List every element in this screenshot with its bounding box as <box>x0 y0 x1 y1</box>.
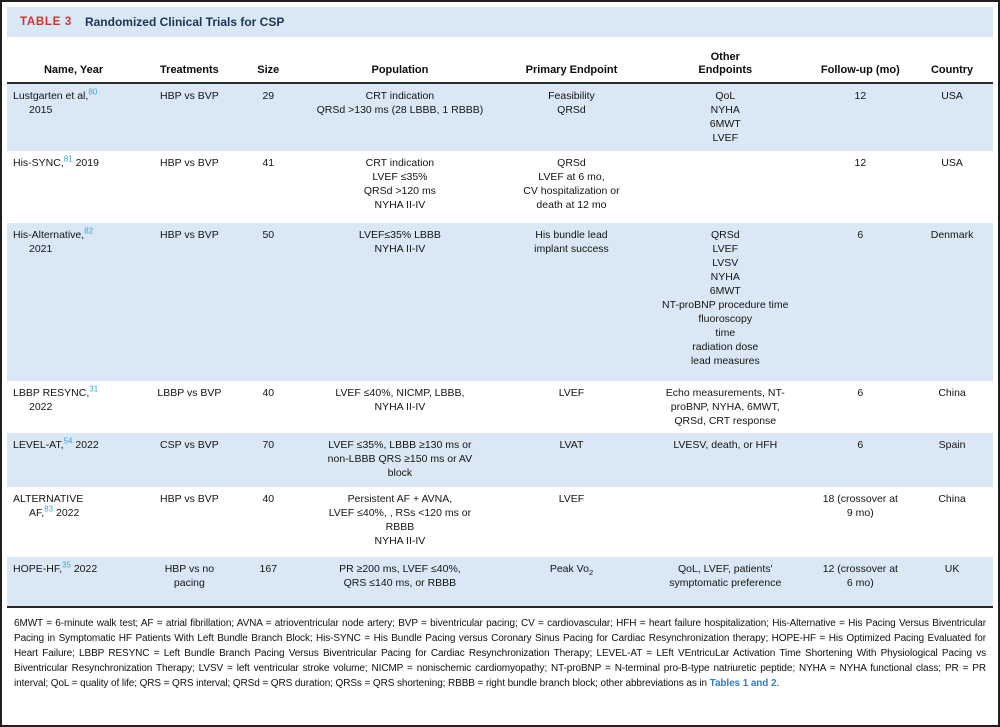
table-header: Name, Year Treatments Size Population Primar… <box>7 37 993 84</box>
cell-country: USA <box>941 90 963 102</box>
cell-country: China <box>938 387 966 399</box>
column-header-other-endpoints: Other Endpoints <box>640 37 810 84</box>
table-body: Lustgarten et al,80 2015 HBP vs BVP 29 CRT i… <box>7 83 993 606</box>
table-row: His-Alternative,82 2021 HBP vs BVP 50 LVEF≤3… <box>7 223 993 381</box>
clinical-trials-table: Name, Year Treatments Size Population Primar… <box>7 37 993 606</box>
cell-name: His-SYNC,81 2019 <box>13 154 99 169</box>
column-header-country: Country <box>911 37 993 84</box>
cell-other <box>641 487 810 557</box>
table-row: Lustgarten et al,80 2015 HBP vs BVP 29 CRT i… <box>7 83 993 151</box>
cell-followup: 12 <box>854 157 867 169</box>
footnote-text: 6MWT = 6-minute walk test; AF = atrial f… <box>14 618 986 689</box>
table-row: LBBP RESYNC,31 2022 LBBP vs BVP 40 LVEF ≤40%… <box>7 381 993 433</box>
cell-size: 70 <box>262 439 275 451</box>
cell-population: LVEF ≤35%, LBBB ≥130 ms or non-LBBB QRS ≥… <box>327 439 473 479</box>
table-title-band: TABLE 3 Randomized Clinical Trials for C… <box>7 7 993 37</box>
cell-primary: QRSd LVEF at 6 mo, CV hospitalization or de… <box>523 157 620 211</box>
column-header-treatments: Treatments <box>140 37 239 84</box>
cell-treatments: LBBP vs BVP <box>157 387 222 399</box>
cell-population: LVEF ≤40%, NICMP, LBBB, NYHA II-IV <box>335 387 465 413</box>
cell-other: Echo measurements, NT-proBNP, NYHA, 6MWT… <box>665 387 785 427</box>
table-label: TABLE 3 <box>20 16 72 28</box>
cell-followup: 6 <box>857 439 864 451</box>
cell-followup: 18 (crossover at 9 mo) <box>822 493 898 519</box>
table-row: HOPE-HF,35 2022 HBP vs no pacing 167 PR ≥200… <box>7 557 993 606</box>
footnote-tables-link[interactable]: Tables 1 and 2 <box>709 678 777 689</box>
cell-size: 40 <box>262 387 275 399</box>
cell-primary: Feasibility QRSd <box>548 90 595 116</box>
cell-treatments: HBP vs BVP <box>160 157 219 169</box>
cell-treatments: HBP vs BVP <box>160 90 219 102</box>
table-row: LEVEL-AT,54 2022 CSP vs BVP 70 LVEF ≤35%, L… <box>7 433 993 487</box>
cell-primary: LVAT <box>559 439 584 451</box>
cell-population: LVEF≤35% LBBB NYHA II-IV <box>358 229 441 255</box>
cell-treatments: HBP vs BVP <box>160 229 219 241</box>
cell-other: QoL, LVEF, patients' symptomatic preferen… <box>669 563 782 589</box>
header-row: Name, Year Treatments Size Population Primar… <box>7 37 993 84</box>
cell-name: ALTERNATIVE AF,83 2022 <box>13 493 84 519</box>
subscript: 2 <box>588 568 594 578</box>
cell-country: USA <box>941 157 963 169</box>
cell-country: UK <box>944 563 960 575</box>
column-header-name-year: Name, Year <box>7 37 141 84</box>
cell-name: HOPE-HF,35 2022 <box>13 560 98 575</box>
cell-size: 50 <box>262 229 275 241</box>
cell-other: QoL NYHA 6MWT LVEF <box>709 90 741 144</box>
citation-ref[interactable]: 80 <box>88 87 98 97</box>
cell-name: LEVEL-AT,54 2022 <box>13 436 99 451</box>
citation-ref[interactable]: 83 <box>44 504 54 514</box>
cell-other: QRSd LVEF LVSV NYHA 6MWT NT-proBNP procedure … <box>662 229 789 367</box>
footnote-period: . <box>776 678 780 689</box>
cell-name: Lustgarten et al,80 2015 <box>13 87 98 116</box>
column-header-size: Size <box>238 37 298 84</box>
cell-size: 167 <box>259 563 278 575</box>
table-row: ALTERNATIVE AF,83 2022 HBP vs BVP 40 Persist… <box>7 487 993 557</box>
column-header-population: Population <box>297 37 502 84</box>
cell-population: PR ≥200 ms, LVEF ≤40%, QRS ≤140 ms, or RB… <box>339 563 461 589</box>
cell-followup: 12 (crossover at 6 mo) <box>822 563 898 589</box>
citation-ref[interactable]: 54 <box>63 436 73 446</box>
table-footnote: 6MWT = 6-minute walk test; AF = atrial f… <box>7 606 993 691</box>
citation-ref[interactable]: 31 <box>89 384 99 394</box>
cell-followup: 6 <box>857 387 864 399</box>
cell-population: Persistent AF + AVNA, LVEF ≤40%, , RSs <1… <box>328 493 472 547</box>
cell-name: LBBP RESYNC,31 2022 <box>13 384 99 413</box>
cell-country: China <box>938 493 966 505</box>
table-row: His-SYNC,81 2019 HBP vs BVP 41 CRT indicati… <box>7 151 993 223</box>
cell-name: His-Alternative,82 2021 <box>13 226 94 255</box>
cell-size: 29 <box>262 90 275 102</box>
citation-ref[interactable]: 35 <box>62 560 71 570</box>
cell-other <box>641 151 810 223</box>
cell-country: Denmark <box>930 229 974 241</box>
cell-other: LVESV, death, or HFH <box>673 439 778 451</box>
cell-treatments: HBP vs BVP <box>160 493 219 505</box>
column-header-follow-up-mo: Follow-up (mo) <box>809 37 912 84</box>
cell-treatments: CSP vs BVP <box>160 439 219 451</box>
cell-size: 40 <box>262 493 275 505</box>
table-title: Randomized Clinical Trials for CSP <box>84 15 285 29</box>
cell-country: Spain <box>938 439 966 451</box>
cell-population: CRT indication LVEF ≤35% QRSd >120 ms NYHA … <box>363 157 436 211</box>
cell-population: CRT indication QRSd >130 ms (28 LBBB, 1 R… <box>316 90 484 116</box>
cell-size: 41 <box>262 157 275 169</box>
cell-treatments: HBP vs no pacing <box>164 563 215 589</box>
cell-followup: 12 <box>854 90 867 102</box>
cell-primary: LVEF <box>558 387 585 399</box>
cell-followup: 6 <box>857 229 864 241</box>
cell-primary: Peak Vo2 <box>549 563 594 578</box>
cell-primary: LVEF <box>558 493 585 505</box>
cell-primary: His bundle lead implant success <box>534 229 609 255</box>
citation-ref[interactable]: 81 <box>63 154 73 164</box>
column-header-primary-endpoint: Primary Endpoint <box>501 37 641 84</box>
citation-ref[interactable]: 82 <box>84 226 94 236</box>
